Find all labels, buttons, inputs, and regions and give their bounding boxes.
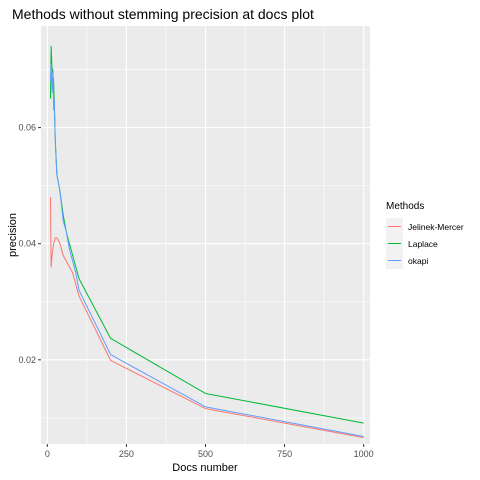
legend-item-jelinek-mercer: Jelinek-Mercer <box>386 218 464 235</box>
x-tick-label: 0 <box>45 449 50 459</box>
x-axis: 0 250 500 750 1000 <box>45 444 374 459</box>
y-tick-label: 0.02 <box>18 355 36 365</box>
legend-title: Methods <box>386 201 424 212</box>
x-tick-label: 500 <box>198 449 213 459</box>
legend-items: Jelinek-Mercer Laplace okapi <box>386 218 464 269</box>
legend-item-laplace: Laplace <box>386 235 438 252</box>
legend-label: Laplace <box>408 239 438 249</box>
chart-title: Methods without stemming precision at do… <box>12 6 314 22</box>
series-line-jelinek-mercer <box>49 197 364 439</box>
grid-major <box>41 26 370 444</box>
y-tick-label: 0.06 <box>18 123 36 133</box>
y-axis: 0.02 0.04 0.06 <box>18 123 41 365</box>
x-axis-title: Docs number <box>172 462 238 474</box>
x-tick-label: 750 <box>277 449 292 459</box>
legend: Methods Jelinek-Mercer Laplace okapi <box>386 201 464 269</box>
y-axis-title: precision <box>7 213 19 257</box>
y-tick-label: 0.04 <box>18 239 36 249</box>
legend-label: Jelinek-Mercer <box>408 222 464 232</box>
series-line-okapi <box>49 63 364 437</box>
x-tick-label: 1000 <box>354 449 374 459</box>
series-layer <box>49 45 364 439</box>
x-tick-label: 250 <box>119 449 134 459</box>
legend-label: okapi <box>408 256 428 266</box>
legend-item-okapi: okapi <box>386 252 428 269</box>
